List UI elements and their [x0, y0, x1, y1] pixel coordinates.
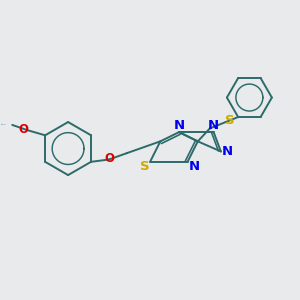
Text: O: O [104, 152, 114, 165]
Text: N: N [188, 160, 200, 173]
Text: N: N [222, 145, 233, 158]
Text: N: N [208, 119, 219, 132]
Text: O: O [19, 123, 28, 136]
Text: S: S [140, 160, 150, 173]
Text: N: N [173, 119, 184, 132]
Text: S: S [225, 113, 235, 127]
Text: methoxy: methoxy [1, 123, 7, 125]
